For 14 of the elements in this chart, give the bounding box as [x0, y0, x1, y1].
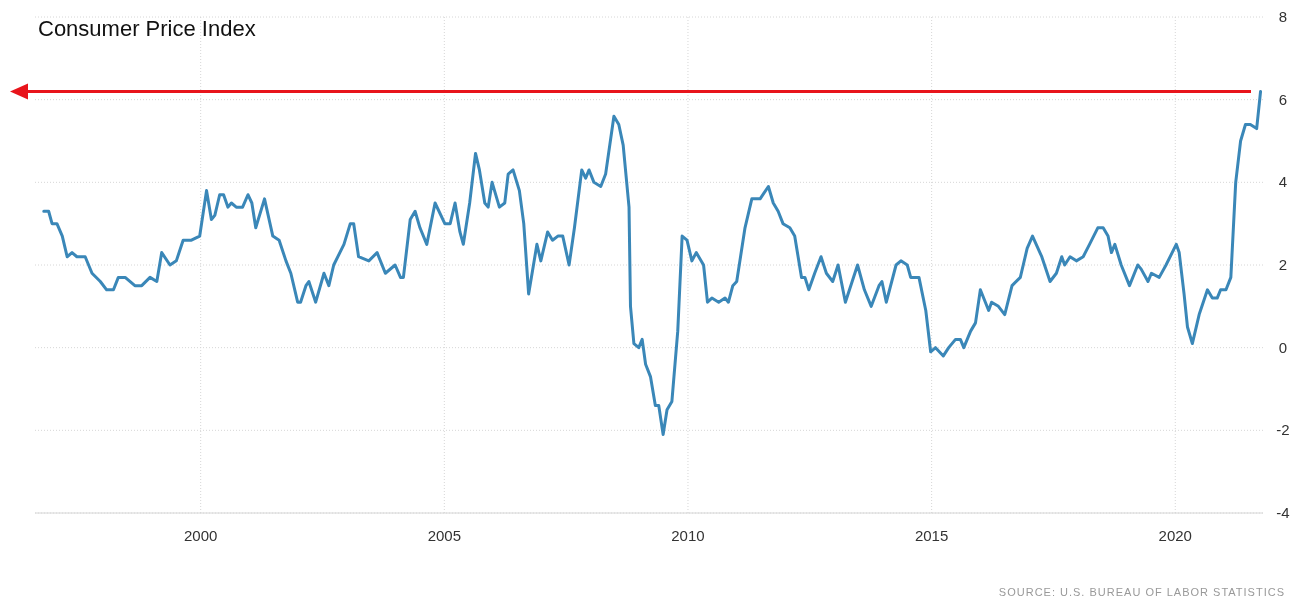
y-tick-label: 6	[1278, 90, 1288, 108]
y-tick-label: -4	[1276, 504, 1290, 521]
y-tick-label: -2	[1276, 421, 1290, 439]
y-tick-label: 4	[1278, 173, 1288, 191]
chart-title: Consumer Price Index	[38, 16, 256, 41]
x-tick-label: 2015	[914, 527, 949, 544]
x-tick-label: 2005	[427, 527, 462, 544]
y-tick-label: 0	[1278, 338, 1288, 356]
y-tick-label: 2	[1278, 256, 1288, 273]
source-note: SOURCE: U.S. BUREAU OF LABOR STATISTICS	[998, 586, 1285, 598]
x-tick-label: 2010	[671, 527, 705, 544]
x-tick-label: 2000	[184, 527, 218, 544]
x-tick-label: 2020	[1158, 527, 1192, 544]
y-tick-label: 8	[1278, 8, 1288, 25]
